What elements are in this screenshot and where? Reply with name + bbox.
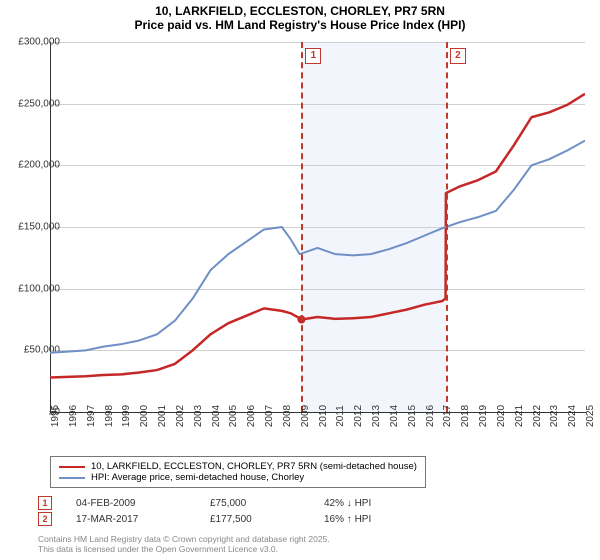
legend-swatch	[59, 466, 85, 468]
x-tick-label: 2007	[264, 405, 275, 427]
x-tick-label: 2016	[425, 405, 436, 427]
event-date: 17-MAR-2017	[76, 514, 186, 525]
x-tick-label: 2025	[585, 405, 596, 427]
footer: Contains HM Land Registry data © Crown c…	[38, 534, 330, 554]
title-block: 10, LARKFIELD, ECCLESTON, CHORLEY, PR7 5…	[0, 0, 600, 32]
event-table-badge: 1	[38, 496, 52, 510]
x-tick-label: 2012	[353, 405, 364, 427]
footer-line-1: Contains HM Land Registry data © Crown c…	[38, 534, 330, 544]
x-tick-label: 2009	[300, 405, 311, 427]
x-tick-label: 1996	[68, 405, 79, 427]
x-tick-label: 2020	[496, 405, 507, 427]
x-tick-label: 2005	[228, 405, 239, 427]
x-tick-label: 2011	[335, 405, 346, 427]
x-tick-label: 1995	[50, 405, 61, 427]
event-badge: 1	[305, 48, 321, 64]
x-tick-label: 1999	[121, 405, 132, 427]
x-tick-label: 2017	[442, 405, 453, 427]
event-delta: 42% ↓ HPI	[324, 498, 414, 509]
title-line-2: Price paid vs. HM Land Registry's House …	[0, 18, 600, 32]
legend-row: HPI: Average price, semi-detached house,…	[59, 472, 417, 483]
event-badge: 2	[450, 48, 466, 64]
event-price: £75,000	[210, 498, 300, 509]
chart-container: 10, LARKFIELD, ECCLESTON, CHORLEY, PR7 5…	[0, 0, 600, 560]
x-tick-label: 2015	[407, 405, 418, 427]
event-date: 04-FEB-2009	[76, 498, 186, 509]
x-tick-label: 2004	[211, 405, 222, 427]
legend-row: 10, LARKFIELD, ECCLESTON, CHORLEY, PR7 5…	[59, 461, 417, 472]
x-tick-label: 2014	[389, 405, 400, 427]
legend: 10, LARKFIELD, ECCLESTON, CHORLEY, PR7 5…	[50, 456, 426, 488]
x-tick-label: 2001	[157, 405, 168, 427]
x-tick-label: 2024	[567, 405, 578, 427]
x-tick-label: 2018	[460, 405, 471, 427]
legend-label: HPI: Average price, semi-detached house,…	[91, 472, 304, 483]
x-tick-label: 2013	[371, 405, 382, 427]
legend-label: 10, LARKFIELD, ECCLESTON, CHORLEY, PR7 5…	[91, 461, 417, 472]
event-table-badge: 2	[38, 512, 52, 526]
x-tick-label: 2022	[532, 405, 543, 427]
event-delta: 16% ↑ HPI	[324, 514, 414, 525]
x-tick-label: 2002	[175, 405, 186, 427]
event-price: £177,500	[210, 514, 300, 525]
x-tick-label: 2019	[478, 405, 489, 427]
event-line	[446, 42, 449, 412]
x-tick-label: 1997	[86, 405, 97, 427]
title-line-1: 10, LARKFIELD, ECCLESTON, CHORLEY, PR7 5…	[0, 4, 600, 18]
series-line	[50, 94, 585, 378]
event-line	[301, 42, 304, 412]
line-series-svg	[50, 42, 585, 412]
event-table: 1 04-FEB-2009 £75,000 42% ↓ HPI 2 17-MAR-2017…	[38, 496, 414, 528]
x-tick-label: 1998	[104, 405, 115, 427]
footer-line-2: This data is licensed under the Open Gov…	[38, 544, 330, 554]
x-tick-label: 2010	[318, 405, 329, 427]
x-tick-label: 2023	[549, 405, 560, 427]
series-line	[50, 141, 585, 353]
x-tick-label: 2008	[282, 405, 293, 427]
x-tick-label: 2006	[246, 405, 257, 427]
x-tick-label: 2000	[139, 405, 150, 427]
event-table-row: 1 04-FEB-2009 £75,000 42% ↓ HPI	[38, 496, 414, 510]
legend-swatch	[59, 477, 85, 479]
x-tick-label: 2021	[514, 405, 525, 427]
event-table-row: 2 17-MAR-2017 £177,500 16% ↑ HPI	[38, 512, 414, 526]
x-tick-label: 2003	[193, 405, 204, 427]
